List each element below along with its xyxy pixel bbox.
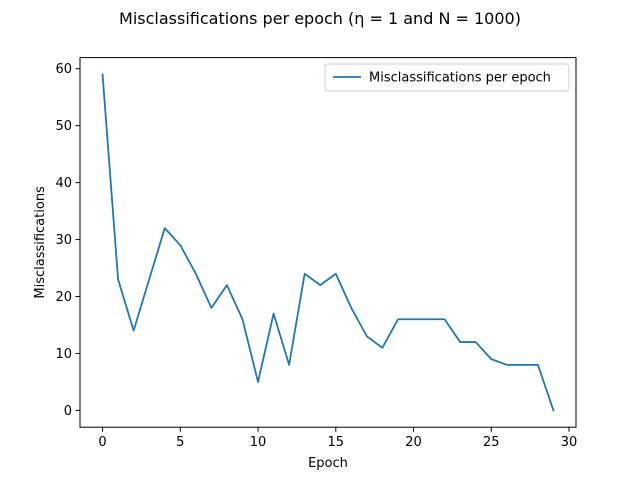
y-tick-label: 20 (55, 290, 72, 305)
y-axis: 0 10 20 30 40 50 60 (55, 62, 80, 419)
y-tick-label: 30 (55, 233, 72, 248)
legend: Misclassifications per epoch (324, 63, 570, 92)
series-line (101, 73, 555, 412)
chart-title: Misclassifications per epoch (η = 1 and … (119, 9, 521, 28)
x-tick-label: 0 (98, 435, 106, 450)
x-axis-label: Epoch (308, 456, 348, 471)
plot-area (101, 73, 555, 412)
x-tick-label: 5 (176, 435, 184, 450)
legend-box (324, 63, 570, 92)
x-tick-label: 15 (328, 435, 345, 450)
x-tick-label: 20 (405, 435, 422, 450)
y-tick-label: 50 (55, 119, 72, 134)
x-axis: 0 5 10 15 20 25 30 (98, 427, 577, 450)
y-tick-label: 40 (55, 176, 72, 191)
y-tick-label: 60 (55, 62, 72, 77)
axes-frame (79, 57, 577, 428)
legend-label: Misclassifications per epoch (369, 71, 551, 86)
x-tick-label: 10 (250, 435, 267, 450)
x-tick-label: 30 (561, 435, 578, 450)
x-tick-label: 25 (483, 435, 500, 450)
y-tick-label: 10 (55, 347, 72, 362)
y-axis-label: Misclassifications (33, 186, 48, 299)
y-tick-label: 0 (64, 404, 72, 419)
